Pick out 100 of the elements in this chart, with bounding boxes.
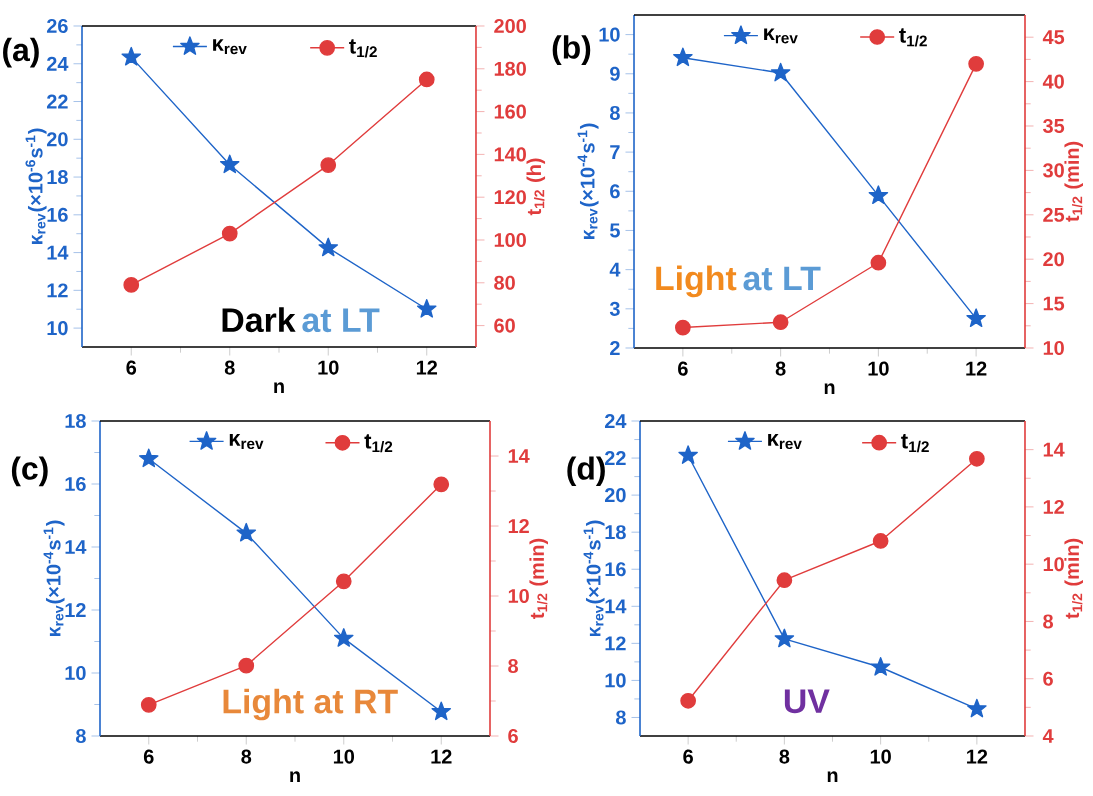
point [969, 450, 985, 467]
y-tick-label: 24 [46, 56, 69, 71]
point [335, 573, 352, 590]
legend-label: κ$_{rev}$ [229, 434, 264, 450]
y2-tick-label: 14 [508, 449, 530, 463]
point [680, 692, 696, 709]
text: (d) [567, 456, 605, 487]
y-tick-label: 26 [46, 18, 68, 34]
point [678, 445, 698, 464]
x-tick-label: 6 [126, 360, 137, 375]
point [418, 71, 435, 88]
x-tick-label: 12 [416, 360, 438, 375]
legend-label: t$_{1/2}$ [901, 434, 929, 453]
legend-label: κ$_{rev}$ [764, 28, 798, 44]
y2-axis-title: t$_{1/2}$ (min) [1064, 538, 1083, 619]
point [772, 314, 789, 331]
y-tick-label: 16 [605, 562, 626, 577]
point [967, 698, 987, 718]
point [123, 277, 140, 293]
y-tick-label: 24 [604, 414, 627, 428]
y-tick-label: 14 [47, 245, 69, 260]
annotation: UV [784, 689, 830, 714]
y-tick-label: 18 [47, 170, 68, 185]
annotation: at LT [743, 266, 821, 291]
y2-tick-label: 8 [508, 658, 518, 674]
x-tick-label: 8 [775, 361, 786, 376]
y-tick-label: 3 [609, 301, 620, 316]
y2-tick-label: 4 [1042, 729, 1054, 743]
y2-tick-label: 14 [1043, 442, 1065, 457]
y-axis-title: κ$_{rev}$(×10$^{-6}$s$^{-1}$) [25, 128, 47, 245]
y2-tick-label: 15 [1043, 296, 1065, 311]
x-tick-label: 10 [870, 749, 891, 764]
point [431, 701, 452, 721]
x-axis-title: n [274, 382, 284, 394]
y-tick-label: 22 [604, 451, 626, 466]
point [238, 657, 255, 674]
y-tick-label: 20 [604, 488, 626, 503]
y-tick-label: 12 [605, 636, 626, 651]
chart-title: (a) [3, 37, 39, 68]
x-tick-label: 8 [224, 360, 235, 375]
x-tick-label: 6 [143, 749, 154, 764]
y-tick-label: 5 [610, 223, 620, 238]
y2-tick-label: 10 [1043, 557, 1064, 572]
point [966, 308, 986, 328]
x-tick-label: 12 [966, 361, 987, 376]
legend-label: t$_{1/2}$ [364, 434, 393, 453]
point [968, 55, 984, 72]
point [236, 522, 257, 542]
y2-tick-label: 45 [1042, 30, 1065, 45]
point [121, 46, 142, 66]
annotation: at LT [302, 308, 380, 333]
y-tick-label: 8 [75, 728, 86, 744]
y2-axis-title: t$_{1/2}$ (min) [529, 538, 548, 619]
y-tick-label: 16 [47, 207, 68, 222]
x-tick-label: 12 [431, 749, 452, 764]
y-tick-label: 22 [46, 94, 68, 109]
point [333, 628, 354, 647]
point [774, 628, 795, 648]
point [776, 572, 793, 589]
y-tick-label: 6 [610, 184, 620, 199]
y2-tick-label: 12 [508, 519, 529, 533]
y-tick-label: 14 [605, 599, 627, 614]
point [673, 47, 693, 67]
point [320, 157, 337, 173]
x-tick-label: 12 [967, 749, 988, 764]
x-axis-title: n [827, 771, 838, 783]
legend-label: κ$_{rev}$ [213, 39, 247, 55]
y-tick-label: 9 [610, 66, 620, 81]
y-tick-label: 12 [65, 603, 86, 617]
x-axis-title: n [290, 771, 300, 783]
point [872, 533, 889, 549]
y2-tick-label: 30 [1043, 163, 1064, 178]
x-axis-title: n [824, 383, 835, 395]
y2-tick-label: 25 [1043, 207, 1065, 222]
text: (b) [552, 35, 591, 66]
y2-tick-label: 80 [494, 275, 515, 290]
x-tick-label: 8 [779, 749, 790, 764]
y2-tick-label: 35 [1043, 118, 1065, 134]
y2-tick-label: 12 [1043, 499, 1064, 514]
y-axis-title: κ$_{rev}$(×10$^{-4}$s$^{-1}$) [583, 520, 605, 637]
y2-axis-title: t$_{1/2}$ (h) [526, 158, 546, 216]
point [675, 319, 691, 336]
point [219, 154, 240, 174]
y-tick-label: 10 [599, 27, 620, 42]
y-tick-label: 7 [610, 145, 620, 159]
y-tick-label: 8 [616, 710, 626, 725]
y2-tick-label: 40 [1042, 74, 1064, 89]
y2-tick-label: 10 [508, 588, 529, 604]
point [221, 225, 238, 242]
point [318, 237, 339, 257]
y-tick-label: 10 [47, 321, 68, 336]
y2-tick-label: 6 [1043, 671, 1053, 686]
y-tick-label: 10 [65, 665, 86, 681]
point [870, 657, 891, 676]
y2-tick-label: 10 [1043, 340, 1064, 356]
x-tick-label: 8 [241, 749, 252, 764]
legend-label: t$_{1/2}$ [899, 28, 927, 47]
y-tick-label: 12 [47, 283, 68, 298]
point [138, 448, 159, 468]
y-tick-label: 2 [610, 341, 620, 355]
